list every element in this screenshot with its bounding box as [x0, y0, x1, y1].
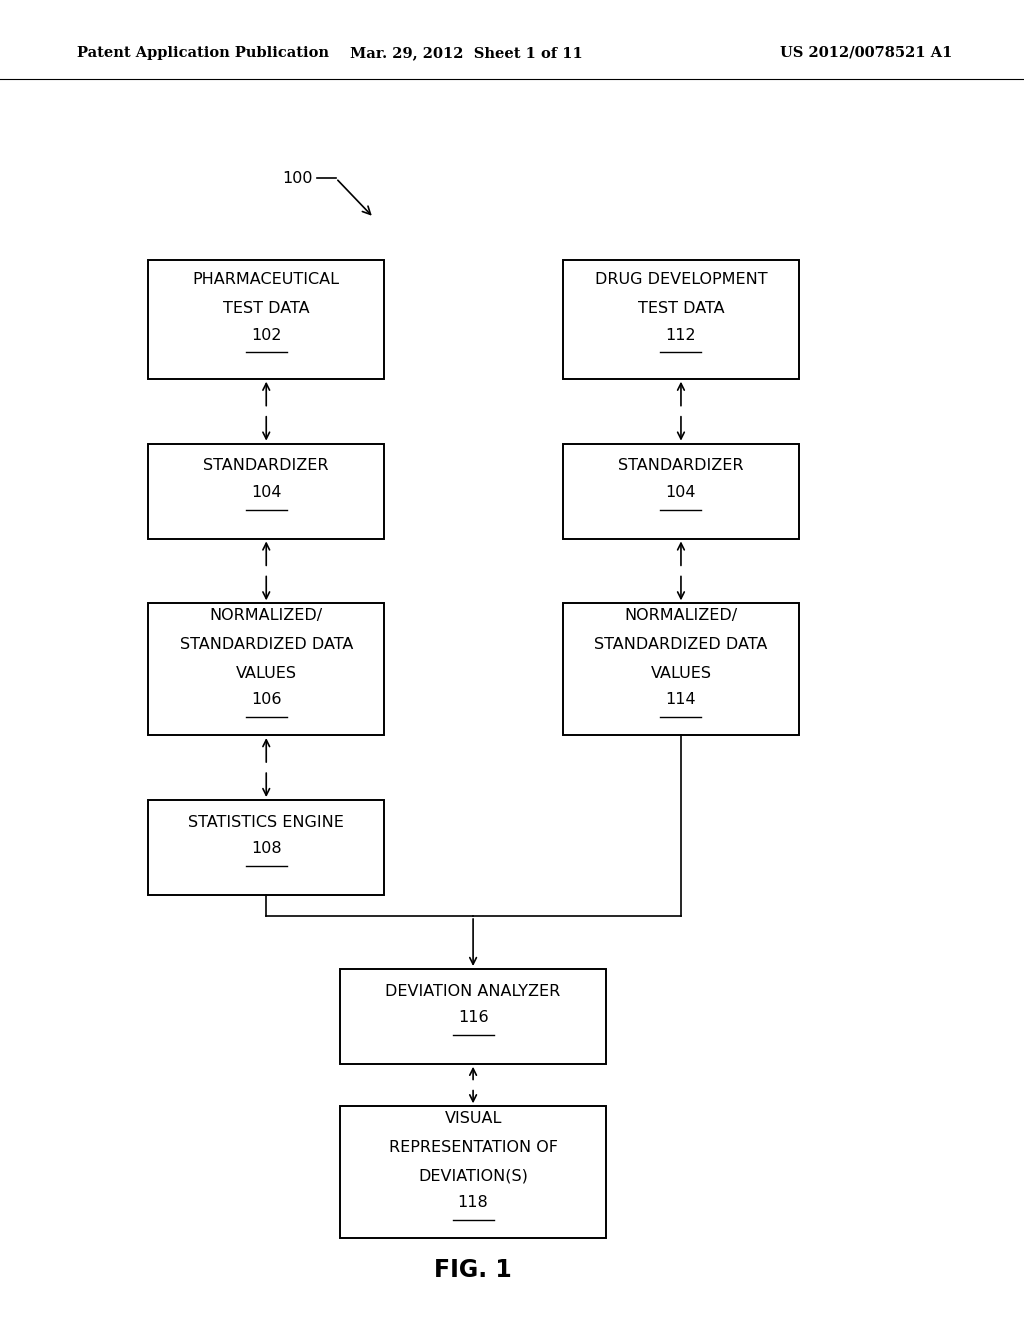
Text: NORMALIZED/: NORMALIZED/	[625, 607, 737, 623]
Bar	[148, 260, 384, 379]
Text: DEVIATION(S): DEVIATION(S)	[418, 1168, 528, 1184]
Text: 104: 104	[666, 484, 696, 500]
Text: STANDARDIZER: STANDARDIZER	[618, 458, 743, 474]
Text: 106: 106	[251, 692, 282, 708]
Bar	[148, 444, 384, 539]
Text: NORMALIZED/: NORMALIZED/	[210, 607, 323, 623]
Text: DRUG DEVELOPMENT: DRUG DEVELOPMENT	[595, 272, 767, 288]
Text: STANDARDIZED DATA: STANDARDIZED DATA	[179, 636, 353, 652]
Text: US 2012/0078521 A1: US 2012/0078521 A1	[780, 46, 952, 59]
Text: 108: 108	[251, 841, 282, 857]
Bar	[148, 603, 384, 735]
Bar	[563, 444, 799, 539]
Text: TEST DATA: TEST DATA	[638, 301, 724, 317]
Text: STANDARDIZED DATA: STANDARDIZED DATA	[594, 636, 768, 652]
Text: Mar. 29, 2012  Sheet 1 of 11: Mar. 29, 2012 Sheet 1 of 11	[349, 46, 583, 59]
Text: DEVIATION ANALYZER: DEVIATION ANALYZER	[385, 983, 561, 999]
Text: STATISTICS ENGINE: STATISTICS ENGINE	[188, 814, 344, 830]
Text: 100: 100	[282, 170, 312, 186]
Text: 112: 112	[666, 327, 696, 343]
Text: 116: 116	[458, 1010, 488, 1026]
Text: 118: 118	[458, 1195, 488, 1210]
Bar	[148, 800, 384, 895]
Text: TEST DATA: TEST DATA	[223, 301, 309, 317]
Bar	[340, 969, 606, 1064]
Text: 114: 114	[666, 692, 696, 708]
Bar	[563, 603, 799, 735]
Text: Patent Application Publication: Patent Application Publication	[77, 46, 329, 59]
Text: REPRESENTATION OF: REPRESENTATION OF	[388, 1139, 558, 1155]
Text: FIG. 1: FIG. 1	[434, 1258, 512, 1282]
Text: VALUES: VALUES	[650, 665, 712, 681]
Text: VISUAL: VISUAL	[444, 1110, 502, 1126]
Text: PHARMACEUTICAL: PHARMACEUTICAL	[193, 272, 340, 288]
Text: 104: 104	[251, 484, 282, 500]
Text: 102: 102	[251, 327, 282, 343]
Bar	[563, 260, 799, 379]
Text: STANDARDIZER: STANDARDIZER	[204, 458, 329, 474]
Bar	[340, 1106, 606, 1238]
Text: VALUES: VALUES	[236, 665, 297, 681]
